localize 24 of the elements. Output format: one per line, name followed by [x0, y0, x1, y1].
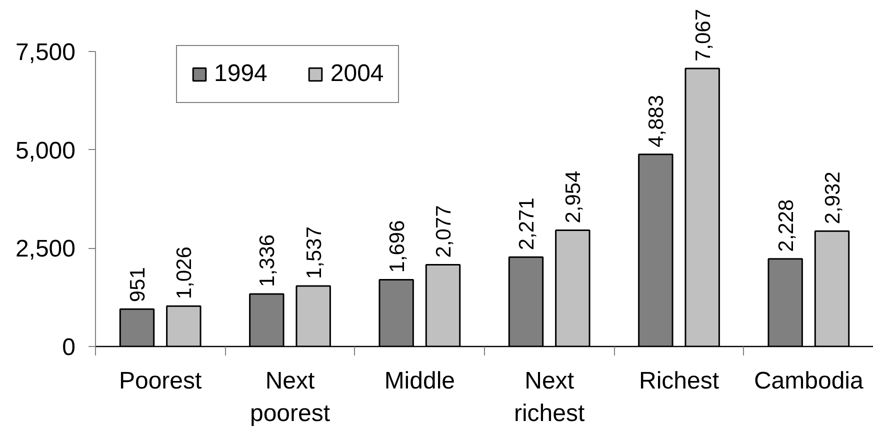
data-label: 2,271	[515, 198, 538, 250]
data-label: 951	[126, 267, 150, 302]
x-tick-label: Poorest	[118, 368, 202, 394]
x-tick-label: Richest	[638, 368, 720, 394]
data-label: 2,932	[822, 172, 845, 224]
data-label: 1,336	[256, 234, 280, 287]
legend-label: 1994	[214, 60, 268, 88]
x-tick-label: Next poorest	[250, 368, 330, 427]
y-tick-label: 2,500	[15, 236, 76, 263]
data-label: 4,883	[645, 94, 668, 148]
x-tick-label: Cambodia	[754, 368, 864, 394]
data-label: 7,067	[692, 8, 715, 62]
y-tick-label: 0	[62, 334, 76, 361]
data-label: 2,228	[774, 199, 798, 252]
data-label: 2,954	[562, 170, 586, 224]
data-label: 1,537	[302, 226, 326, 280]
y-tick-label: 5,000	[15, 137, 76, 164]
data-label: 1,696	[386, 220, 409, 273]
y-tick-label: 7,500	[15, 39, 76, 66]
x-tick-label: Middle	[384, 368, 456, 394]
data-label: 2,077	[432, 205, 456, 258]
legend-label: 2004	[330, 60, 384, 88]
x-tick-label: Next richest	[514, 368, 586, 427]
data-label: 1,026	[173, 246, 196, 300]
